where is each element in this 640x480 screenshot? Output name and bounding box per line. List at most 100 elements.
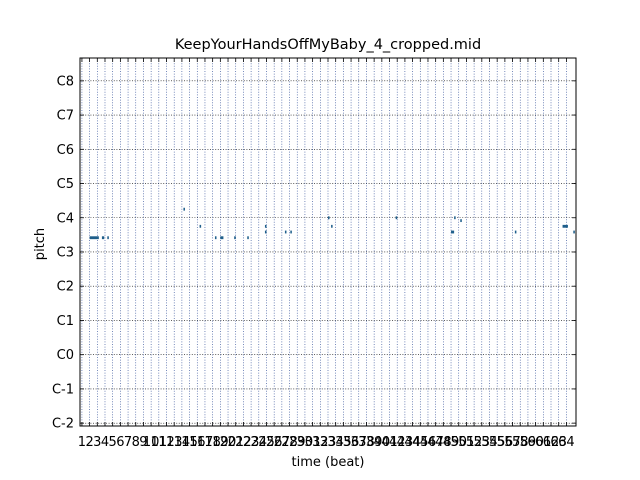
x-tick-label: 31 [304, 435, 321, 450]
x-tick-label: 1 [78, 435, 86, 450]
note [214, 236, 217, 240]
x-tick-label: 34 [327, 435, 344, 450]
note [89, 236, 99, 240]
x-tick-label: 50 [450, 435, 467, 450]
note [451, 230, 455, 234]
x-tick-label: 53 [474, 435, 491, 450]
note [264, 230, 267, 234]
x-tick-label: 13 [166, 435, 183, 450]
note [220, 236, 224, 240]
note [573, 230, 575, 234]
x-tick-label: 54 [481, 435, 498, 450]
x-axis-label: time (beat) [292, 455, 365, 470]
x-tick-label: 39 [366, 435, 383, 450]
x-tick-label: 52 [466, 435, 483, 450]
y-tick-label: C4 [57, 211, 74, 226]
x-tick-label: 25 [258, 435, 275, 450]
x-tick-label: 44 [404, 435, 421, 450]
note [264, 224, 267, 228]
x-tick-label: 41 [381, 435, 398, 450]
x-tick-label: 45 [412, 435, 429, 450]
x-tick-label: 26 [266, 435, 283, 450]
x-tick-label: 9 [139, 435, 147, 450]
x-tick-label: 59 [520, 435, 537, 450]
y-tick-label: C2 [57, 280, 74, 295]
x-tick-label: 63 [550, 435, 567, 450]
x-tick-label: 58 [512, 435, 529, 450]
x-tick-label: 20 [220, 435, 237, 450]
x-tick-label: 3 [93, 435, 101, 450]
note [107, 236, 109, 240]
x-tick-label: 6 [116, 435, 124, 450]
x-tick-label: 12 [158, 435, 175, 450]
note [234, 236, 236, 240]
x-tick-label: 46 [420, 435, 437, 450]
x-tick-label: 51 [458, 435, 475, 450]
x-tick-label: 29 [289, 435, 306, 450]
x-tick-label: 5 [109, 435, 117, 450]
note [562, 224, 568, 228]
note [284, 230, 287, 234]
note [247, 236, 249, 240]
notes [89, 207, 575, 240]
x-tick-label: 27 [274, 435, 291, 450]
x-tick-label: 11 [151, 435, 168, 450]
x-tick-label: 14 [174, 435, 191, 450]
note [460, 219, 462, 223]
note [331, 224, 333, 228]
y-tick-label: C0 [57, 348, 74, 363]
x-tick-label: 16 [189, 435, 206, 450]
y-tick-label: C6 [57, 143, 74, 158]
x-tick-label: 28 [281, 435, 298, 450]
x-tick-label: 56 [497, 435, 514, 450]
x-tick-label: 7 [124, 435, 132, 450]
y-tick-label: C5 [57, 177, 74, 192]
x-tick-label: 60 [527, 435, 544, 450]
x-tick-label: 15 [181, 435, 198, 450]
x-tick-label: 47 [427, 435, 444, 450]
x-tick-label: 48 [435, 435, 452, 450]
x-tick-label: 30 [297, 435, 314, 450]
x-tick-label: 62 [543, 435, 560, 450]
x-tick-label: 23 [243, 435, 260, 450]
y-axis-label: pitch [33, 228, 48, 260]
x-tick-label: 19 [212, 435, 229, 450]
y-tick-label: C8 [57, 74, 74, 89]
x-tick-label: 4 [101, 435, 109, 450]
y-tick-label: C3 [57, 245, 74, 260]
chart-title: KeepYourHandsOffMyBaby_4_cropped.mid [175, 37, 481, 53]
x-axis: 1 2 3 4 5 6 7 8 91011121314151617181920212223242… [78, 58, 575, 450]
x-tick-label: 42 [389, 435, 406, 450]
x-tick-label: 8 [132, 435, 140, 450]
grid [80, 58, 576, 426]
x-tick-label: 22 [235, 435, 252, 450]
note [183, 207, 185, 211]
x-tick-label: 21 [227, 435, 244, 450]
y-axis: C-2 C-1 C0 C1 C2 C3 C4 C5 C6 C7 C8 [52, 74, 576, 432]
x-tick-label: 61 [535, 435, 552, 450]
x-tick-label: 37 [350, 435, 367, 450]
note [199, 224, 202, 228]
x-tick-label: 49 [443, 435, 460, 450]
x-tick-label: 18 [204, 435, 221, 450]
x-tick-label: 36 [343, 435, 360, 450]
x-tick-label: 38 [358, 435, 375, 450]
note [290, 230, 292, 234]
note [395, 216, 398, 220]
y-tick-label: C-1 [52, 382, 74, 397]
x-tick-label: 24 [251, 435, 268, 450]
x-tick-label: 57 [504, 435, 521, 450]
x-tick-label: 43 [397, 435, 414, 450]
x-tick-label: 33 [320, 435, 337, 450]
y-tick-label: C1 [57, 314, 74, 329]
note [328, 216, 330, 220]
x-tick-label: 10 [143, 435, 160, 450]
note [514, 230, 517, 234]
y-tick-label: C-2 [52, 417, 74, 432]
note [454, 216, 456, 220]
x-tick-label: 40 [374, 435, 391, 450]
y-tick-label: C7 [57, 109, 74, 124]
x-tick-label: 32 [312, 435, 329, 450]
x-tick-label: 17 [197, 435, 214, 450]
